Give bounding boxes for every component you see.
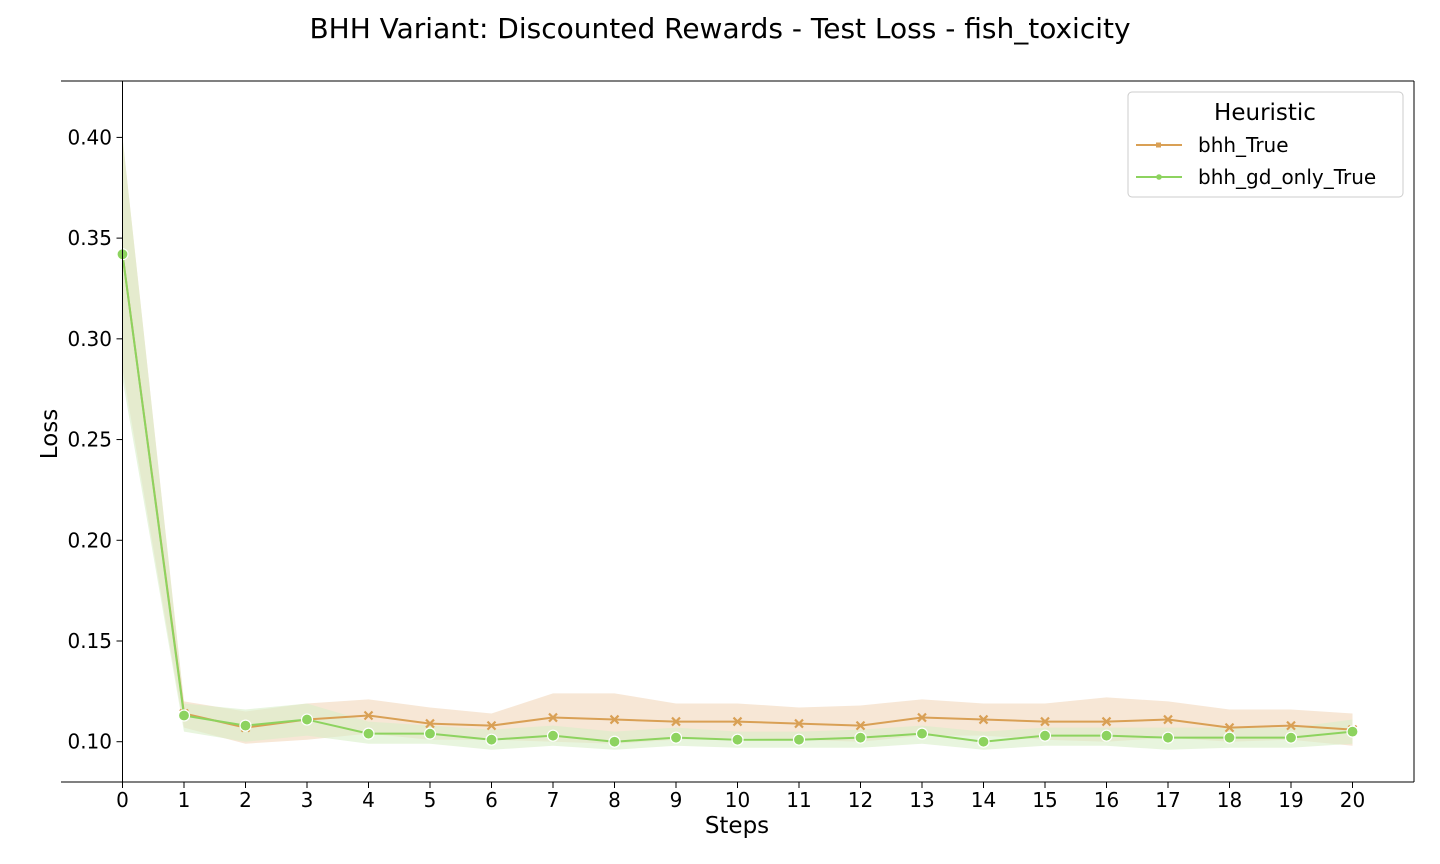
y-tick-label: 0.35 xyxy=(67,226,112,250)
data-point-bhh_True xyxy=(1286,720,1296,731)
data-point-bhh_gd_only_True xyxy=(1346,725,1359,738)
x-tick-label: 5 xyxy=(424,788,437,812)
x-tick-label: 14 xyxy=(971,788,996,812)
x-tick-label: 12 xyxy=(848,788,873,812)
plot-area xyxy=(116,137,1359,750)
data-point-bhh_gd_only_True xyxy=(1100,729,1113,742)
data-point-bhh_gd_only_True xyxy=(177,709,191,722)
data-point-bhh_True xyxy=(732,716,743,727)
series-markers xyxy=(116,248,1359,748)
legend-marker-bhh_gd_only_True xyxy=(1156,174,1162,180)
y-axis-label: Loss xyxy=(37,409,63,459)
x-tick-label: 6 xyxy=(485,788,498,812)
y-tick-label: 0.25 xyxy=(67,428,112,452)
data-point-bhh_True xyxy=(363,710,374,721)
x-tick-label: 20 xyxy=(1340,788,1365,812)
data-point-bhh_gd_only_True xyxy=(669,731,683,744)
x-tick-label: 10 xyxy=(725,788,750,812)
y-ticks: 0.10 0.15 0.20 0.25 0.30 0.35 0.40 xyxy=(67,125,123,754)
data-point-bhh_True xyxy=(548,712,558,723)
x-tick-label: 11 xyxy=(786,788,811,812)
data-point-bhh_gd_only_True xyxy=(792,733,806,746)
data-point-bhh_gd_only_True xyxy=(731,733,744,746)
x-ticks: 0 1 2 3 4 5 6 7 8 9 10 11 12 13 14 15 16 17 18 19 20 xyxy=(116,782,1365,812)
legend-box xyxy=(1127,91,1404,198)
data-point-bhh_gd_only_True xyxy=(608,735,621,748)
x-tick-label: 1 xyxy=(178,788,191,812)
x-tick-label: 19 xyxy=(1278,788,1303,812)
data-point-bhh_gd_only_True xyxy=(1038,729,1052,742)
legend-label-bhh_True: bhh_True xyxy=(1198,133,1289,157)
x-tick-label: 8 xyxy=(608,788,621,812)
data-point-bhh_gd_only_True xyxy=(1284,731,1298,744)
y-tick-label: 0.30 xyxy=(67,327,112,351)
x-axis-label: Steps xyxy=(705,813,769,839)
x-tick-label: 0 xyxy=(116,788,129,812)
chart-title: BHH Variant: Discounted Rewards - Test L… xyxy=(309,12,1130,45)
data-point-bhh_True xyxy=(978,714,989,725)
data-point-bhh_gd_only_True xyxy=(485,733,498,746)
data-point-bhh_gd_only_True xyxy=(300,713,314,726)
x-tick-label: 16 xyxy=(1094,788,1119,812)
x-tick-label: 7 xyxy=(547,788,560,812)
confidence-band-bhh_gd_only_True xyxy=(122,137,1353,750)
y-tick-label: 0.10 xyxy=(67,730,112,754)
data-point-bhh_True xyxy=(1163,714,1173,725)
legend-marker-bhh_True xyxy=(1156,142,1161,148)
data-point-bhh_True xyxy=(1101,716,1112,727)
series-lines xyxy=(121,254,1353,743)
data-point-bhh_True xyxy=(794,718,804,729)
x-tick-label: 18 xyxy=(1217,788,1242,812)
data-point-bhh_True xyxy=(917,712,927,723)
y-tick-label: 0.15 xyxy=(67,629,112,653)
x-tick-label: 2 xyxy=(239,788,252,812)
data-point-bhh_gd_only_True xyxy=(915,727,929,740)
data-point-bhh_True xyxy=(1040,716,1050,727)
confidence-band-bhh_True xyxy=(122,137,1353,746)
x-tick-label: 4 xyxy=(362,788,375,812)
legend: Heuristic bhh_True bhh_gd_only_True xyxy=(1127,91,1404,198)
data-point-bhh_gd_only_True xyxy=(977,735,990,748)
legend-items: bhh_True bhh_gd_only_True xyxy=(1136,133,1376,189)
data-point-bhh_gd_only_True xyxy=(1161,731,1175,744)
data-point-bhh_gd_only_True xyxy=(546,729,560,742)
data-point-bhh_True xyxy=(609,714,620,725)
data-point-bhh_True xyxy=(486,720,497,731)
y-tick-label: 0.40 xyxy=(67,125,112,149)
x-tick-label: 9 xyxy=(670,788,683,812)
legend-label-bhh_gd_only_True: bhh_gd_only_True xyxy=(1198,165,1376,189)
confidence-bands xyxy=(122,137,1353,750)
data-point-bhh_gd_only_True xyxy=(239,719,252,732)
data-point-bhh_gd_only_True xyxy=(362,727,375,740)
x-tick-label: 17 xyxy=(1155,788,1180,812)
data-point-bhh_gd_only_True xyxy=(1223,731,1236,744)
data-point-bhh_True xyxy=(671,716,681,727)
data-point-bhh_True xyxy=(1224,722,1235,733)
x-tick-label: 13 xyxy=(909,788,934,812)
y-tick-label: 0.20 xyxy=(67,528,112,552)
data-point-bhh_gd_only_True xyxy=(854,731,867,744)
data-point-bhh_True xyxy=(425,718,435,729)
data-point-bhh_True xyxy=(855,720,866,731)
series-line-bhh_gd_only_True xyxy=(121,254,1353,743)
x-tick-label: 3 xyxy=(301,788,314,812)
series-line-bhh_True xyxy=(121,254,1353,731)
x-tick-label: 15 xyxy=(1032,788,1057,812)
data-point-bhh_gd_only_True xyxy=(423,727,437,740)
legend-title: Heuristic xyxy=(1214,100,1316,126)
